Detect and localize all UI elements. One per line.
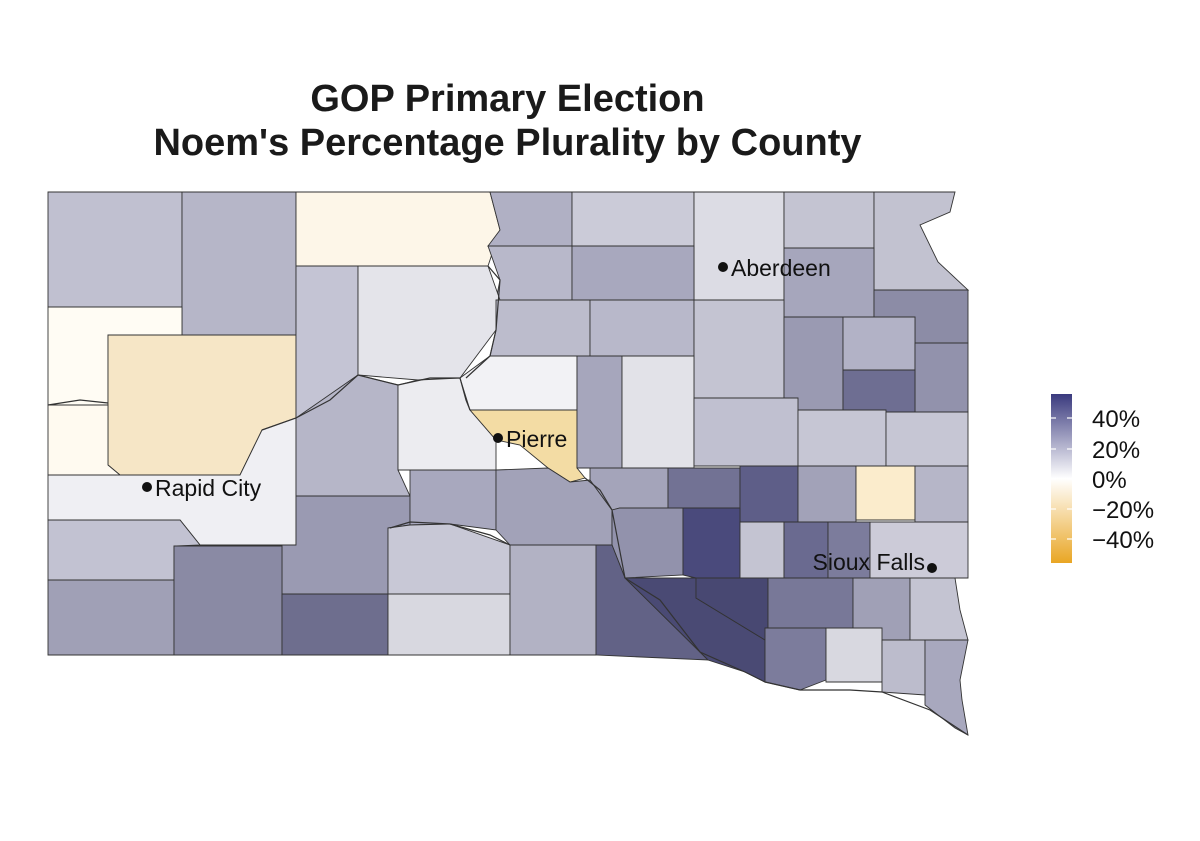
legend-color-bar: [1051, 394, 1072, 563]
county-jerauld: [667, 467, 741, 509]
county-aurora: [682, 507, 741, 579]
county-beadle: [693, 397, 799, 467]
county-walworth: [487, 245, 573, 301]
legend-tick-0: 0%: [1092, 467, 1127, 494]
county-marshall: [783, 191, 875, 249]
county-yankton: [825, 627, 883, 683]
county-miner: [797, 465, 857, 523]
county-todd: [387, 593, 511, 656]
county-davison: [739, 521, 785, 579]
missouri-river-north: [465, 265, 501, 379]
legend-tick-40: 40%: [1092, 406, 1140, 433]
county-bon-homme: [764, 627, 827, 691]
county-lawrence: [47, 404, 122, 476]
county-layer: [47, 191, 970, 736]
sioux-falls-marker: [927, 563, 937, 573]
county-dewey: [357, 265, 501, 381]
county-lincoln: [909, 577, 969, 641]
county-sanborn: [739, 465, 799, 523]
map-title-line-1: GOP Primary Election: [310, 78, 705, 120]
county-bennett: [281, 593, 389, 656]
white-river: [389, 521, 511, 546]
cheyenne-river: [261, 374, 471, 431]
county-clay: [881, 639, 926, 696]
missouri-river-south: [584, 477, 969, 736]
county-brookings: [885, 411, 969, 467]
pierre-marker: [493, 433, 503, 443]
county-perkins: [181, 191, 297, 336]
county-kingsbury: [797, 409, 887, 467]
legend-tick-marks: [1051, 417, 1072, 540]
county-codington: [842, 316, 916, 371]
rivers: [47, 265, 969, 736]
legend-tick-20: 20%: [1092, 437, 1140, 464]
county-hamlin: [842, 369, 916, 413]
city-label-rapid-city: Rapid City: [155, 475, 262, 501]
county-corson: [295, 191, 501, 267]
county-brown: [693, 191, 785, 301]
county-hyde: [576, 355, 623, 469]
legend-tick-neg40: −40%: [1092, 527, 1154, 554]
county-potter: [489, 299, 591, 357]
belle-fourche-river: [47, 399, 109, 406]
county-lake: [855, 465, 916, 521]
county-minnehaha: [869, 521, 969, 579]
county-fall-river: [47, 579, 175, 656]
legend-tick-neg20: −20%: [1092, 497, 1154, 524]
rapid-city-marker: [142, 482, 152, 492]
county-clark: [783, 316, 844, 411]
county-sully: [459, 355, 578, 411]
legend: 40% 20% 0% −20% −40%: [1051, 394, 1154, 563]
county-deuel: [914, 342, 969, 413]
county-hutchinson: [767, 577, 854, 631]
city-label-aberdeen: Aberdeen: [731, 255, 831, 281]
county-faulk: [589, 299, 695, 357]
aberdeen-marker: [718, 262, 728, 272]
county-mellette: [387, 523, 511, 595]
county-mcpherson: [571, 191, 695, 247]
city-markers: Aberdeen Pierre Rapid City Sioux Falls: [142, 255, 937, 575]
county-oglala-lakota: [173, 545, 283, 656]
map-title-line-2: Noem's Percentage Plurality by County: [153, 122, 862, 164]
county-union: [924, 639, 969, 736]
county-hand: [621, 355, 695, 469]
county-edmunds: [571, 245, 695, 301]
city-label-pierre: Pierre: [506, 426, 567, 452]
county-tripp: [509, 544, 597, 656]
city-label-sioux-falls: Sioux Falls: [813, 549, 925, 575]
county-jones: [409, 469, 497, 531]
county-campbell: [487, 191, 573, 247]
county-moody: [914, 465, 969, 523]
county-roberts: [873, 191, 970, 291]
county-spink: [693, 299, 785, 399]
county-harding: [47, 191, 183, 308]
